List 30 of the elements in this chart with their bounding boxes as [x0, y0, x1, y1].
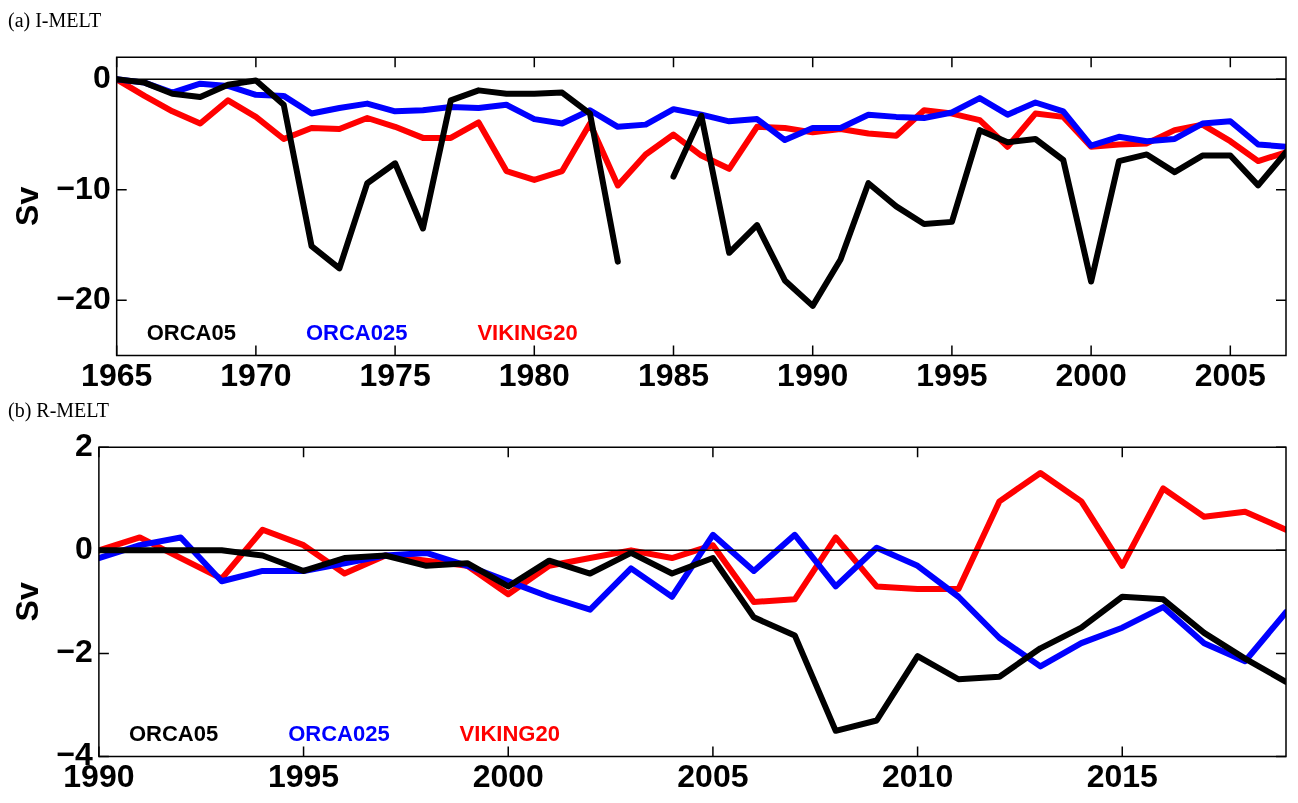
chart-title: (a) I-MELT	[8, 8, 103, 32]
text: ORCA025	[288, 720, 390, 746]
x-tick-label: 2000	[1055, 356, 1127, 393]
text: ORCA05	[146, 319, 236, 345]
y-tick-label: −20	[56, 280, 111, 317]
x-tick-label: 1990	[777, 356, 849, 393]
x-tick-label: 1975	[359, 356, 431, 393]
text: VIKING20	[477, 319, 578, 345]
x-tick-label: 2000	[472, 757, 544, 794]
x-tick-label: 1985	[637, 356, 710, 393]
x-tick-label: 1980	[498, 356, 570, 393]
x-tick-label: 2015	[1086, 757, 1158, 794]
x-tick-label: 2010	[881, 757, 954, 794]
y-tick-label: −10	[56, 169, 111, 206]
x-tick-label: 1965	[81, 356, 153, 393]
text: ORCA025	[305, 319, 408, 345]
y-axis-title: Sv	[9, 186, 46, 226]
x-tick-label: 1995	[916, 356, 988, 393]
y-axis-title: Sv	[9, 582, 46, 622]
chart-title: (b) R-MELT	[8, 398, 110, 422]
y-tick-label: −2	[56, 633, 93, 670]
text: VIKING20	[459, 720, 560, 746]
x-tick-label: 1995	[267, 757, 340, 794]
y-tick-label: 0	[75, 530, 93, 567]
y-tick-label: 2	[75, 427, 93, 464]
x-tick-label: 1970	[220, 356, 292, 393]
x-tick-label: 2005	[677, 757, 749, 794]
x-tick-label: 2005	[1194, 356, 1266, 393]
text: ORCA05	[128, 720, 219, 746]
y-tick-label: 0	[92, 59, 111, 96]
